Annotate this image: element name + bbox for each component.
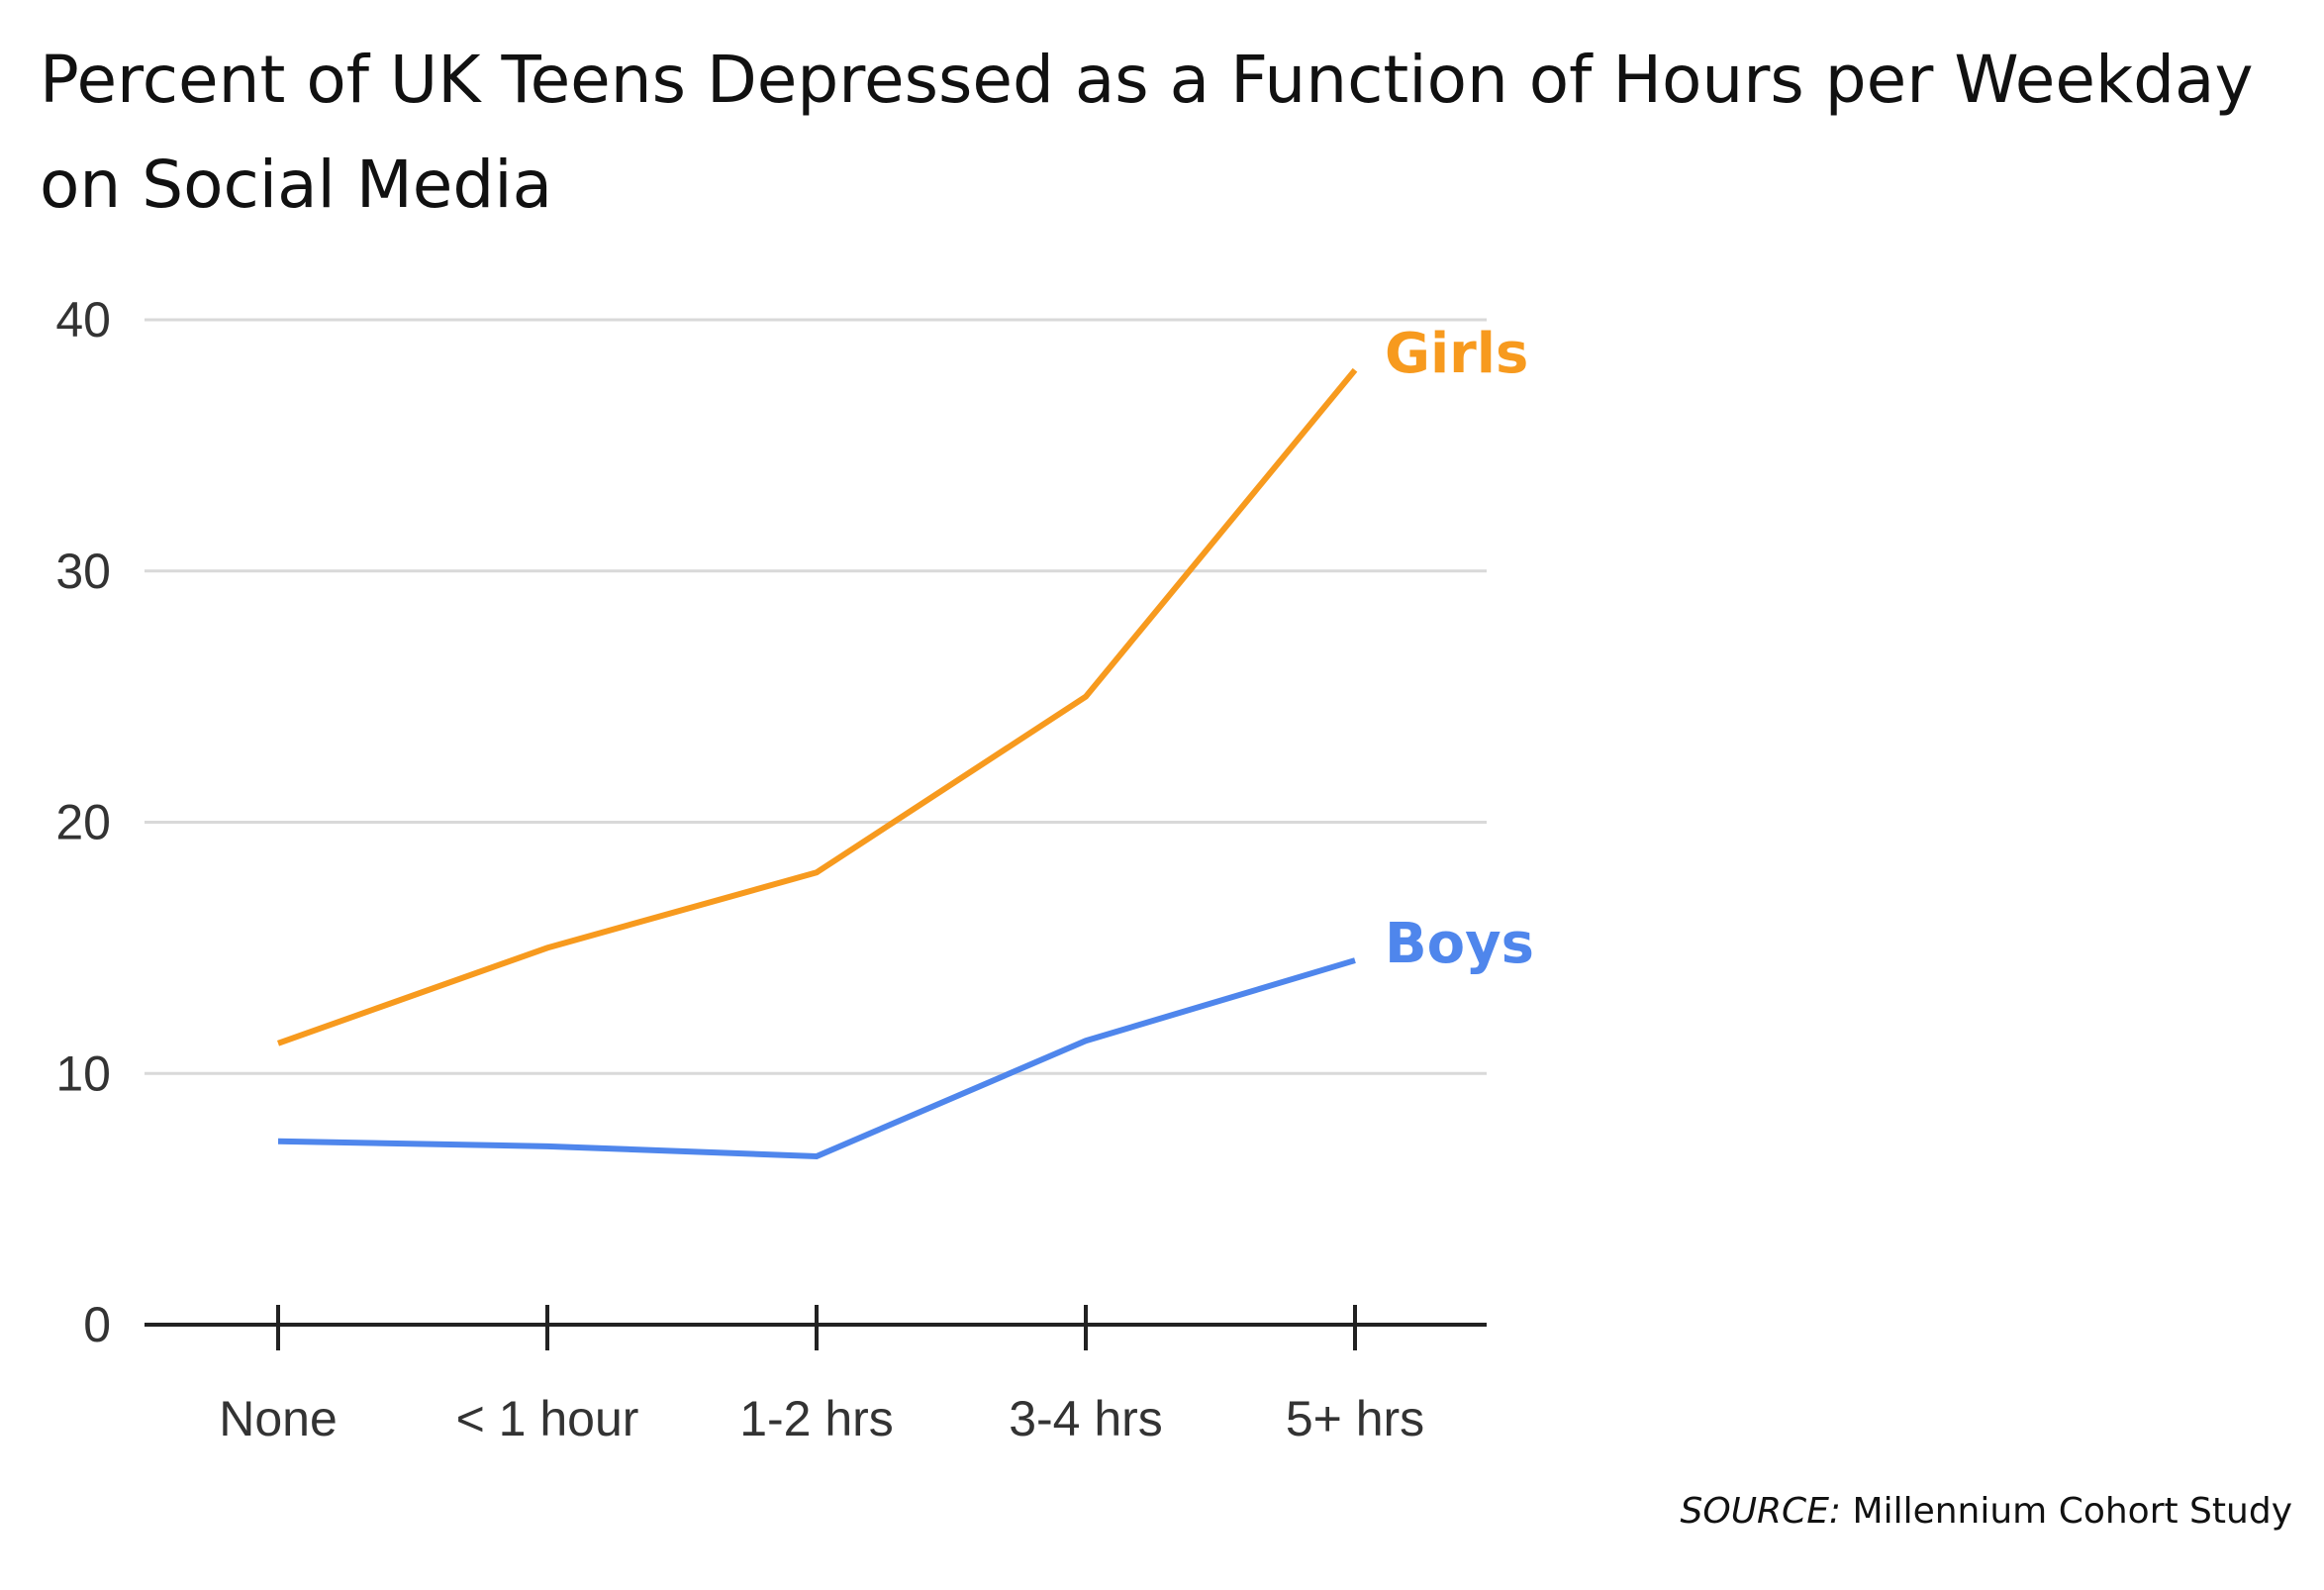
x-tick-label: 1-2 hrs: [739, 1391, 894, 1446]
x-tick-label: < 1 hour: [456, 1391, 639, 1446]
series-lines: [276, 367, 1358, 1160]
source-note: SOURCE: Millennium Cohort Study: [1681, 1491, 2293, 1532]
y-tick-label: 20: [55, 795, 111, 850]
chart-title: Percent of UK Teens Depressed as a Funct…: [40, 42, 2254, 223]
source-text: Millennium Cohort Study: [1852, 1491, 2292, 1532]
y-axis: 0 10 20 30 40: [55, 292, 111, 1352]
series-line-boys: [277, 957, 1356, 1160]
series-labels: Girls Boys: [1385, 322, 1534, 976]
x-tick-label: 3-4 hrs: [1009, 1391, 1163, 1446]
series-label-girls: Girls: [1385, 322, 1528, 386]
x-axis: None < 1 hour 1-2 hrs 3-4 hrs 5+ hrs: [145, 1305, 1487, 1446]
source-label: SOURCE:: [1680, 1491, 1842, 1532]
series-line-girls: [276, 367, 1358, 1046]
y-tick-label: 40: [55, 292, 111, 348]
y-tick-label: 30: [55, 544, 111, 599]
y-tick-label: 10: [55, 1045, 111, 1101]
series-label-boys: Boys: [1385, 912, 1534, 976]
x-tick-label: None: [219, 1391, 338, 1446]
y-tick-label: 0: [83, 1297, 111, 1352]
gridlines: [145, 318, 1487, 1075]
x-tick-label: 5+ hrs: [1286, 1391, 1424, 1446]
